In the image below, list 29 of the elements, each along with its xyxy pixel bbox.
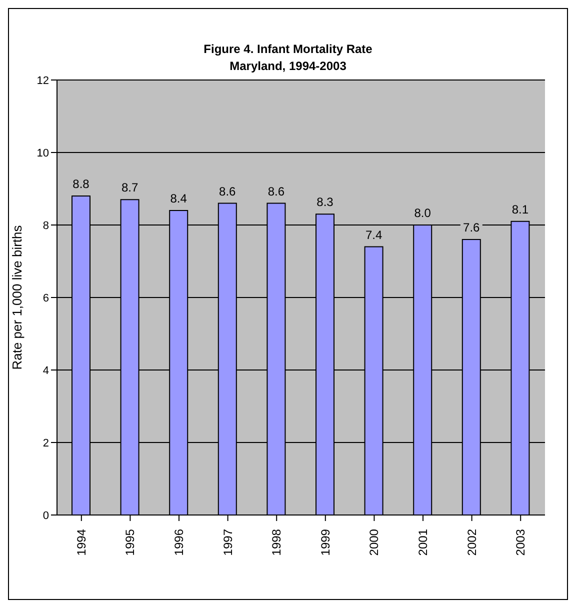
data-label: 7.6	[463, 220, 480, 234]
x-tick-label: 1998	[270, 528, 284, 556]
y-tick-label: 6	[42, 292, 49, 304]
data-label: 8.0	[414, 206, 432, 220]
x-tick-label: 1997	[220, 528, 235, 556]
data-label: 8.6	[219, 184, 236, 198]
x-tick-label: 2003	[514, 528, 528, 556]
data-label: 8.4	[170, 192, 188, 206]
data-label: 8.6	[268, 184, 285, 198]
y-tick-label: 4	[42, 364, 49, 377]
data-label: 8.8	[72, 177, 90, 191]
x-tick-label: 2001	[416, 528, 430, 556]
x-tick-label: 1995	[123, 528, 138, 556]
y-tick-label: 2	[42, 437, 49, 450]
data-label: 8.7	[121, 180, 138, 195]
x-tick-label: 2000	[367, 528, 382, 556]
x-tick-label: 2002	[464, 528, 479, 556]
data-label: 7.4	[365, 228, 382, 242]
x-tick-label: 1994	[74, 528, 88, 556]
y-tick-label: 8	[42, 220, 49, 232]
x-tick-label: 1996	[172, 528, 186, 556]
y-axis-title: Rate per 1,000 live births	[10, 224, 25, 370]
data-label: 8.1	[512, 202, 529, 216]
chart-title: Figure 4. Infant Mortality Rate Maryland, 1994-2003	[202, 41, 374, 75]
y-tick-label: 0	[42, 510, 49, 522]
y-tick-label: 12	[36, 74, 49, 87]
x-tick-label: 1999	[318, 528, 332, 556]
data-label: 8.3	[316, 195, 334, 210]
y-tick-label: 10	[36, 147, 49, 160]
